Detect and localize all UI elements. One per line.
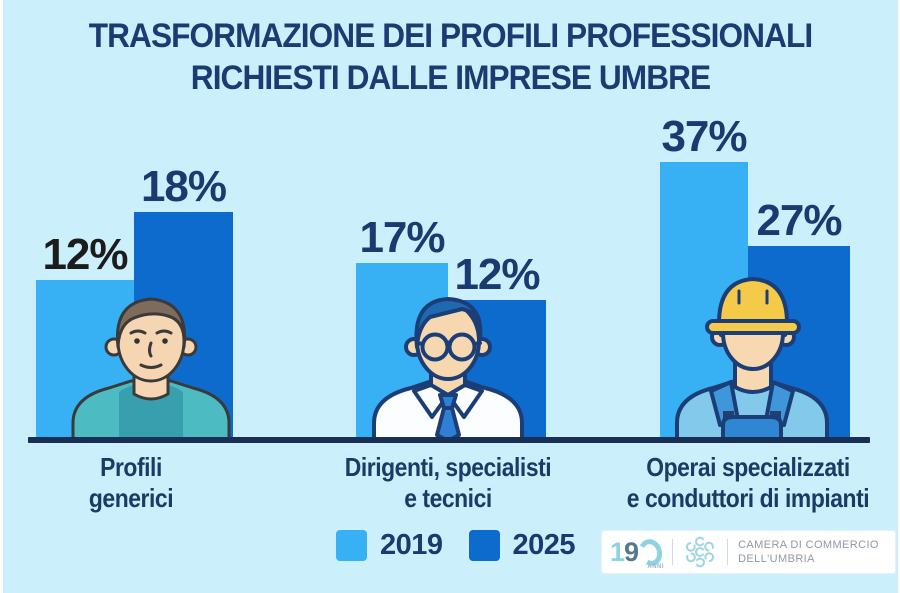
- title-line-2: RICHIESTI DALLE IMPRESE UMBRE: [190, 59, 711, 97]
- category-label-line: Profili: [100, 452, 162, 482]
- logo-divider: [727, 539, 729, 565]
- logo-digit-9: 9: [624, 536, 639, 567]
- logo-divider: [672, 539, 674, 565]
- value-label-2025-dirigenti: 12%: [454, 250, 540, 299]
- category-label-line: e tecnici: [404, 483, 492, 514]
- category-label-profili-generici: Profili generici: [36, 452, 226, 514]
- construction-worker-illustration: [675, 277, 829, 441]
- logo-org-line-2: DELL'UMBRIA: [738, 553, 815, 565]
- value-label-2019-dirigenti: 17%: [359, 213, 445, 262]
- legend: 2019 2025: [336, 529, 576, 562]
- category-label-line: generici: [88, 483, 174, 514]
- legend-label-2019: 2019: [380, 529, 443, 561]
- legend-item-2019: 2019: [336, 529, 443, 562]
- category-label-line: Dirigenti, specialisti: [344, 452, 552, 482]
- swirl-emblem-icon: [686, 536, 715, 568]
- logo-org-line-1: CAMERA DI COMMERCIO: [738, 538, 879, 551]
- x-axis-line: [28, 437, 870, 443]
- category-label-line: Operai specializzati: [646, 452, 850, 482]
- title-line-1: TRASFORMAZIONE DEI PROFILI PROFESSIONALI: [88, 17, 813, 55]
- category-label-dirigenti: Dirigenti, specialisti e tecnici: [320, 452, 575, 514]
- camera-di-commercio-logo: 1 9 ANNI CAMERA DI COMMERCIO DELL'UMBRIA: [601, 530, 896, 574]
- value-label-2025-operai: 27%: [756, 196, 842, 245]
- legend-swatch-2019: [336, 530, 367, 561]
- generic-profile-man-illustration: [71, 297, 231, 441]
- category-label-line: e conduttori di impianti: [626, 483, 870, 514]
- manager-with-glasses-illustration: [372, 297, 524, 441]
- legend-label-2025: 2025: [512, 529, 576, 561]
- value-label-2025-profili-generici: 18%: [140, 162, 227, 211]
- category-label-operai: Operai specializzati e conduttori di imp…: [594, 452, 898, 514]
- logo-190-anni: 1 9 ANNI: [610, 535, 666, 570]
- logo-anni-text: ANNI: [647, 563, 665, 570]
- value-label-2019-operai: 37%: [661, 112, 747, 161]
- legend-swatch-2025: [468, 530, 500, 561]
- legend-item-2025: 2025: [468, 529, 576, 562]
- logo-org-name: CAMERA DI COMMERCIO DELL'UMBRIA: [738, 538, 879, 567]
- logo-digit-1: 1: [610, 536, 625, 567]
- value-label-2019-profili-generici: 12%: [42, 230, 128, 279]
